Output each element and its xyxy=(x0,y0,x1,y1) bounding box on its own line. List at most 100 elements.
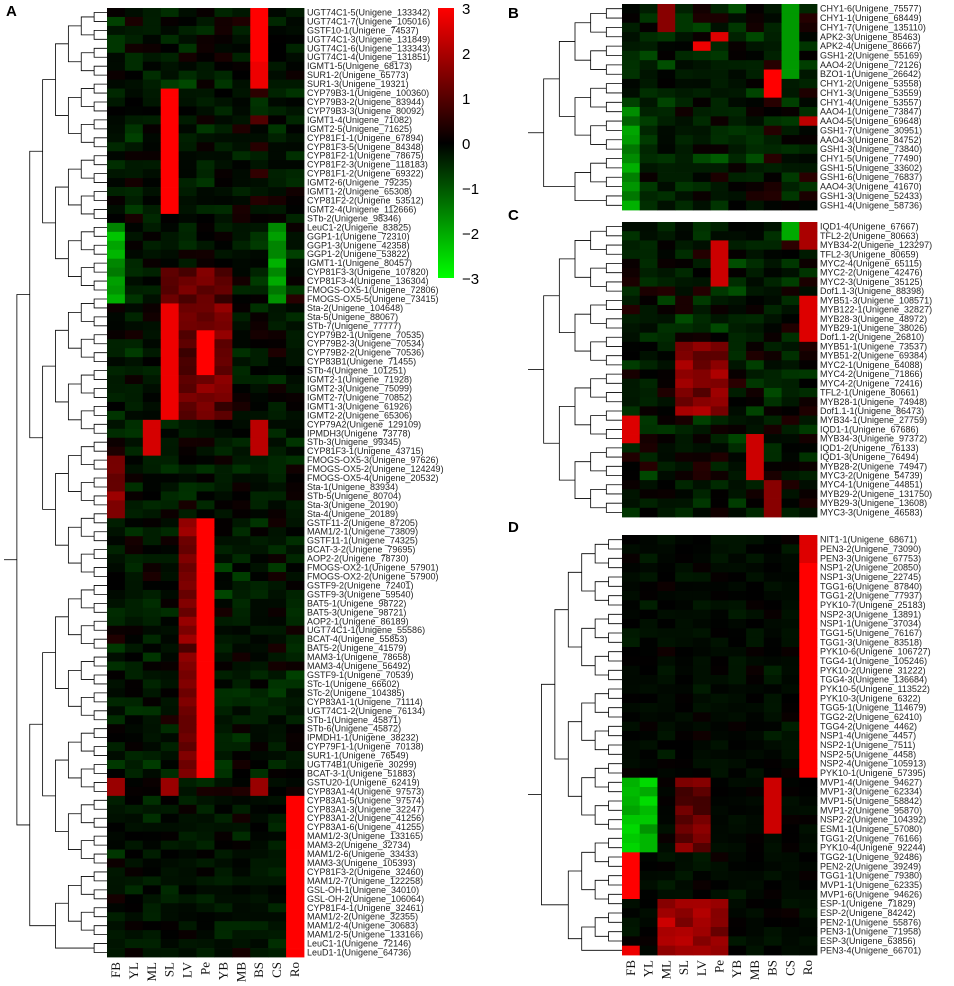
heatmap-cell xyxy=(124,392,144,403)
heatmap-cell xyxy=(268,688,287,698)
heatmap-cell xyxy=(657,936,676,947)
heatmap-cell xyxy=(675,470,694,481)
heatmap-cell xyxy=(763,693,782,704)
heatmap-cell xyxy=(214,661,233,671)
heatmap-cell xyxy=(268,724,287,734)
heatmap-cell xyxy=(178,840,197,850)
heatmap-cell xyxy=(178,410,197,421)
heatmap-cell xyxy=(196,401,215,412)
heatmap-cell xyxy=(160,795,180,806)
heatmap-cell xyxy=(232,536,251,546)
heatmap-cell xyxy=(232,518,251,528)
dendrogram-branch xyxy=(554,609,569,760)
heatmap-cell xyxy=(196,276,215,286)
heatmap-cell xyxy=(692,369,712,380)
heatmap-cell xyxy=(799,759,818,769)
heatmap-cell xyxy=(657,759,676,769)
dendrogram-branch xyxy=(80,768,95,788)
column-label: MB xyxy=(233,962,248,983)
heatmap-cell xyxy=(214,545,233,555)
heatmap-cell xyxy=(268,840,287,850)
heatmap-cell xyxy=(675,927,694,937)
heatmap-cell xyxy=(178,813,197,824)
heatmap-cell xyxy=(124,831,144,842)
heatmap-cell xyxy=(232,258,251,269)
row-label: CYP83A1-4(Unigene_97573) xyxy=(307,786,424,796)
heatmap-cell xyxy=(622,387,641,398)
heatmap-cell xyxy=(250,760,269,770)
heatmap-cell xyxy=(250,661,269,671)
heatmap-cell xyxy=(781,304,800,315)
heatmap-cell xyxy=(781,332,800,343)
heatmap-cell xyxy=(107,16,126,27)
heatmap-cell xyxy=(692,323,712,334)
heatmap-cell xyxy=(781,693,800,704)
heatmap-cell xyxy=(124,804,144,815)
heatmap-cell xyxy=(178,446,197,457)
heatmap-cell xyxy=(107,652,126,662)
heatmap-cell xyxy=(746,378,765,389)
row-label: MAM3-3(Unigene_105393) xyxy=(307,858,416,868)
heatmap-cell xyxy=(107,276,126,286)
heatmap-cell xyxy=(710,200,729,211)
heatmap-cell xyxy=(178,697,197,707)
heatmap-cell xyxy=(268,401,287,412)
column-label: YB xyxy=(729,960,744,978)
dendrogram-branch xyxy=(67,526,82,564)
heatmap-cell xyxy=(124,151,144,161)
heatmap-cell xyxy=(214,312,233,322)
heatmap-cell xyxy=(160,670,180,680)
heatmap-cell xyxy=(268,312,287,322)
heatmap-cell xyxy=(746,535,765,545)
heatmap-cell xyxy=(622,4,641,14)
heatmap-cell xyxy=(657,50,676,61)
heatmap-cell xyxy=(178,133,197,143)
heatmap-cell xyxy=(675,917,694,928)
heatmap-cell xyxy=(142,294,162,304)
heatmap-cell xyxy=(657,927,676,937)
heatmap-cell xyxy=(124,903,144,913)
heatmap-cell xyxy=(268,607,287,618)
row-label: FMOGS-OX5-5(Unigene_73415) xyxy=(307,294,439,304)
heatmap-cell xyxy=(781,609,800,620)
heatmap-cell xyxy=(232,751,251,761)
heatmap-cell xyxy=(286,43,305,54)
heatmap-cell xyxy=(622,332,641,343)
heatmap-cell xyxy=(232,142,251,152)
heatmap-cell xyxy=(675,369,694,380)
heatmap-cell xyxy=(639,936,658,947)
heatmap-cell xyxy=(214,339,233,349)
heatmap-cell xyxy=(728,249,747,260)
heatmap-cell xyxy=(799,824,818,835)
heatmap-cell xyxy=(178,115,197,125)
heatmap-cell xyxy=(196,840,215,850)
dendrogram-branch xyxy=(605,64,622,75)
heatmap-cell xyxy=(763,507,782,518)
dendrogram-branch xyxy=(608,651,622,662)
heatmap-cell xyxy=(763,125,782,136)
heatmap-cell xyxy=(268,446,287,457)
heatmap-cell xyxy=(232,634,251,645)
row-label: APK2-3(Unigene_85463) xyxy=(820,32,921,42)
heatmap-cell xyxy=(142,428,162,439)
heatmap-cell xyxy=(639,332,658,343)
heatmap-cell xyxy=(746,369,765,380)
heatmap-cell xyxy=(196,106,215,116)
heatmap-cell xyxy=(639,712,658,723)
heatmap-cell xyxy=(107,303,126,313)
row-label: IGMT1-2(Unigene_65308) xyxy=(307,187,412,197)
dendrogram-branch xyxy=(93,244,107,255)
heatmap-cell xyxy=(781,406,800,416)
heatmap-cell xyxy=(746,498,765,509)
heatmap-cell xyxy=(107,643,126,653)
heatmap-cell xyxy=(142,133,162,143)
heatmap-cell xyxy=(107,518,126,528)
heatmap-cell xyxy=(160,204,180,215)
heatmap-cell xyxy=(746,240,765,251)
heatmap-cell xyxy=(214,97,233,107)
heatmap-cell xyxy=(196,804,215,815)
heatmap-cell xyxy=(746,693,765,704)
heatmap-cell xyxy=(728,759,747,769)
heatmap-cell xyxy=(692,796,712,807)
heatmap-cell xyxy=(124,491,144,501)
